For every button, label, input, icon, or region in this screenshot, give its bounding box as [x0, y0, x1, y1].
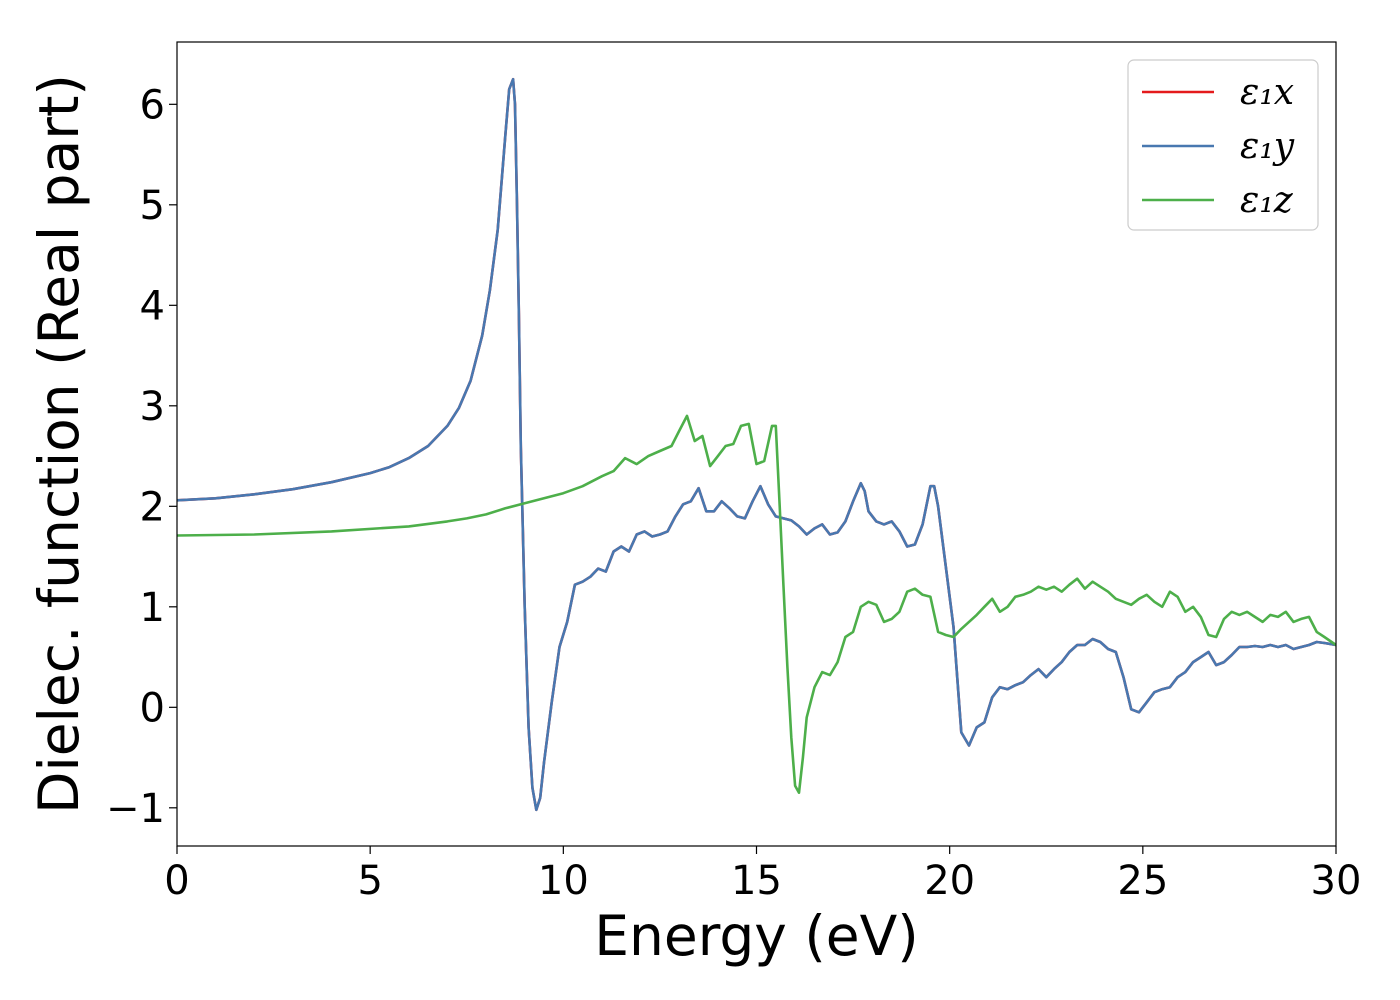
x-tick-label: 0	[164, 858, 189, 904]
legend-label-3: ε₁z	[1240, 180, 1294, 221]
y-tick-label: 1	[140, 585, 165, 631]
x-tick-label: 20	[924, 858, 975, 904]
x-tick-label: 30	[1311, 858, 1362, 904]
y-tick-label: 2	[140, 484, 165, 530]
x-tick-label: 25	[1117, 858, 1168, 904]
legend-box	[1127, 59, 1319, 231]
y-tick-label: 4	[140, 283, 165, 329]
y-tick-label: 6	[140, 82, 165, 128]
legend-label-1: ε₁x	[1240, 72, 1294, 113]
y-tick-label: −1	[106, 786, 165, 832]
ticks-layer: 0 5 10 15 20 25 30 −1 0 1 2 3 4 5 6	[106, 82, 1361, 904]
series-line-2	[177, 77, 1336, 812]
x-axis-title: Energy (eV)	[594, 904, 918, 968]
x-tick-label: 10	[538, 858, 589, 904]
legend-label-2: ε₁y	[1240, 126, 1295, 167]
series-layer	[177, 77, 1336, 812]
legend: ε₁x ε₁y ε₁z	[1127, 59, 1319, 231]
y-axis-title: Dielec. function (Real part)	[27, 74, 91, 814]
x-tick-label: 5	[357, 858, 382, 904]
x-tick-label: 15	[731, 858, 782, 904]
y-tick-label: 0	[140, 685, 165, 731]
series-line-3	[177, 414, 1336, 795]
y-tick-label: 5	[140, 183, 165, 229]
plot-frame	[176, 41, 1337, 847]
y-tick-label: 3	[140, 384, 165, 430]
